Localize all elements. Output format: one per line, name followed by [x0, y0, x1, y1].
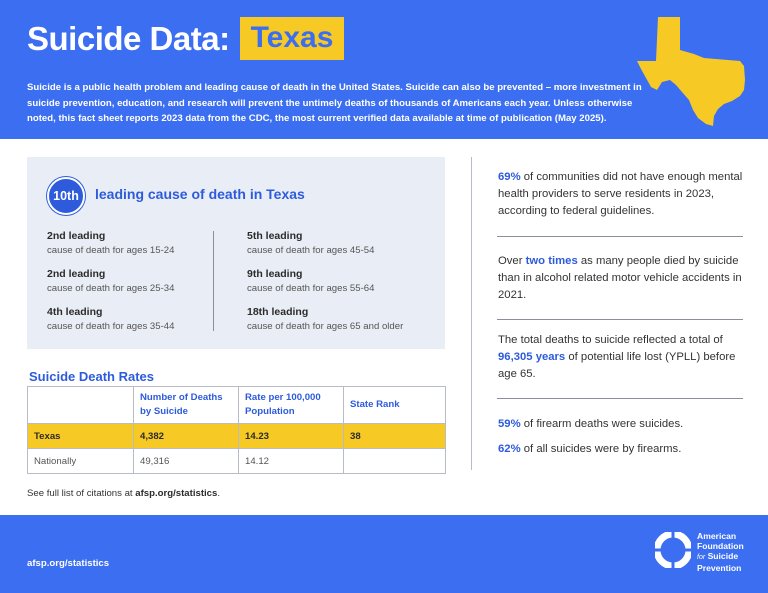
stat-text: of all suicides were by firearms.: [520, 443, 682, 455]
table-cell: 38: [343, 423, 446, 449]
rank-label: leading cause of death in Texas: [95, 186, 305, 202]
rank-title: 9th leading: [247, 268, 303, 280]
table-row-texas: Texas 4,382 14.23 38: [27, 423, 446, 449]
stat-text: of firearm deaths were suicides.: [520, 418, 684, 430]
table-cell: 14.12: [238, 448, 344, 474]
table-cell: 4,382: [133, 423, 239, 449]
stat-highlight: two times: [525, 255, 578, 267]
rank-badge: 10th: [47, 177, 85, 215]
stat-divider: [497, 398, 743, 399]
stat-highlight: 62%: [498, 443, 521, 455]
rank-item: 18th leading cause of death for ages 65 …: [247, 305, 437, 343]
table-cell: 14.23: [238, 423, 344, 449]
header-banner: Suicide Data: Texas Suicide is a public …: [0, 0, 768, 139]
stat-prefix: Over: [498, 255, 526, 267]
rank-item: 5th leading cause of death for ages 45-5…: [247, 229, 437, 267]
stat-highlight: 69%: [498, 171, 521, 183]
death-rates-table: Number of Deaths by Suicide Rate per 100…: [27, 386, 446, 474]
rank-title: 2nd leading: [47, 230, 106, 242]
lifesaver-ring-icon: [655, 532, 691, 568]
column-divider: [213, 231, 214, 331]
page-title: Suicide Data:: [27, 19, 230, 57]
stat-divider: [497, 319, 743, 320]
rank-title: 2nd leading: [47, 268, 106, 280]
citation-prefix: See full list of citations at: [27, 488, 136, 499]
cause-of-death-card: 10th leading cause of death in Texas 2nd…: [27, 157, 445, 349]
state-name-badge: Texas: [239, 17, 345, 60]
org-line: Prevention: [697, 563, 742, 573]
rank-description: cause of death for ages 15-24: [47, 245, 175, 256]
stat-ypll: The total deaths to suicide reflected a …: [498, 332, 743, 383]
citation-link[interactable]: afsp.org/statistics: [135, 488, 218, 499]
org-line: Suicide: [707, 551, 739, 561]
intro-paragraph: Suicide is a public health problem and l…: [27, 82, 642, 124]
org-line: Foundation: [697, 541, 744, 551]
table-cell: 49,316: [133, 448, 239, 474]
stat-vehicle-accidents: Over two times as many people died by su…: [498, 253, 743, 304]
rank-item: 2nd leading cause of death for ages 25-3…: [47, 267, 237, 305]
table-cell: [343, 448, 446, 474]
table-header-row: Number of Deaths by Suicide Rate per 100…: [27, 386, 446, 424]
footer-banner: afsp.org/statistics American Foundation …: [0, 515, 768, 593]
stat-providers: 69% of communities did not have enough m…: [498, 169, 743, 220]
stat-firearm-suicides: 62% of all suicides were by firearms.: [498, 441, 743, 458]
ranks-column-left: 2nd leading cause of death for ages 15-2…: [47, 229, 237, 343]
rank-item: 4th leading cause of death for ages 35-4…: [47, 305, 237, 343]
citation-suffix: .: [217, 488, 221, 499]
table-header-cell: Rate per 100,000 Population: [238, 386, 344, 424]
stat-highlight: 59%: [498, 418, 521, 430]
table-header-cell: [27, 386, 134, 424]
stat-divider: [497, 236, 743, 237]
stat-text: of communities did not have enough menta…: [498, 171, 743, 217]
table-cell: Texas: [27, 423, 134, 449]
ranks-column-right: 5th leading cause of death for ages 45-5…: [247, 229, 437, 343]
rank-item: 9th leading cause of death for ages 55-6…: [247, 267, 437, 305]
org-for: for: [697, 554, 706, 561]
table-header-cell: Number of Deaths by Suicide: [133, 386, 239, 424]
table-header-cell: State Rank: [343, 386, 446, 424]
stat-text: as many people died by suicide than in a…: [498, 255, 742, 301]
rank-title: 4th leading: [47, 306, 103, 318]
stat-text: of potential life lost (YPLL) before age…: [498, 351, 736, 380]
footer-url-link[interactable]: afsp.org/statistics: [27, 558, 110, 569]
rank-description: cause of death for ages 35-44: [47, 321, 175, 332]
rank-item: 2nd leading cause of death for ages 15-2…: [47, 229, 237, 267]
table-row-national: Nationally 49,316 14.12: [27, 448, 446, 474]
stat-highlight: 96,305 years: [498, 351, 566, 363]
rank-description: cause of death for ages 55-64: [247, 283, 375, 294]
rank-title: 18th leading: [247, 306, 309, 318]
rank-description: cause of death for ages 45-54: [247, 245, 375, 256]
organization-name: American Foundation for Suicide Preventi…: [697, 531, 744, 573]
texas-map-icon: [637, 17, 745, 126]
stat-prefix: The total deaths to suicide reflected a …: [498, 334, 723, 346]
rank-title: 5th leading: [247, 230, 303, 242]
rates-section-title: Suicide Death Rates: [29, 369, 154, 384]
rank-description: cause of death for ages 25-34: [47, 283, 175, 294]
vertical-divider: [471, 157, 472, 470]
citation-note: See full list of citations at afsp.org/s…: [27, 488, 220, 499]
org-line: American: [697, 531, 737, 541]
table-cell: Nationally: [27, 448, 134, 474]
title-group: Suicide Data: Texas: [27, 17, 345, 60]
rank-description: cause of death for ages 65 and older: [247, 321, 404, 332]
stat-firearm-deaths: 59% of firearm deaths were suicides.: [498, 416, 743, 433]
